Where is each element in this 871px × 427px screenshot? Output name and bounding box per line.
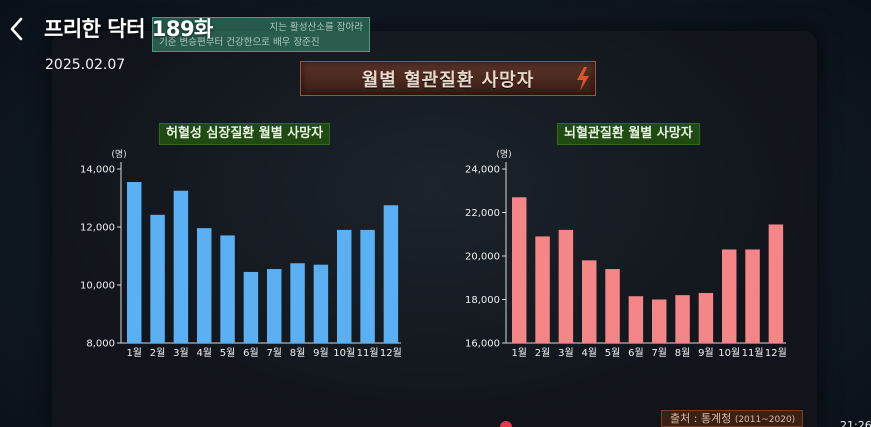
x-tick-label: 10월: [718, 347, 740, 359]
chart-title-cerebrovascular: 뇌혈관질환 월별 사망자: [557, 123, 700, 145]
source-label: 출처 : 통계청 (2011~2020): [661, 410, 803, 427]
y-tick-label: 16,000: [465, 339, 500, 350]
x-tick-label: 3월: [558, 347, 574, 359]
chart-banner: 월별 혈관질환 사망자: [300, 61, 596, 96]
y-tick-label: 10,000: [80, 281, 115, 292]
x-tick-label: 1월: [126, 347, 142, 359]
x-tick-label: 7월: [266, 347, 282, 359]
x-tick-label: 5월: [605, 347, 621, 359]
y-tick-label: 18,000: [465, 295, 500, 306]
bar-9월: [313, 264, 329, 343]
bar-5월: [220, 235, 235, 343]
bar-6월: [243, 271, 259, 343]
x-tick-label: 11월: [742, 347, 764, 359]
playback-scrubber[interactable]: [500, 421, 512, 427]
y-tick-label: 12,000: [80, 223, 115, 234]
y-tick-label: 8,000: [86, 339, 115, 350]
bar-7월: [652, 299, 667, 343]
x-tick-label: 6월: [628, 347, 644, 359]
background-caption: 지는 활성산소를 잡아라 기준 변승편부터 건강한으로 배우 장준진: [152, 17, 370, 52]
bar-3월: [558, 229, 574, 343]
y-tick-label: 22,000: [465, 208, 500, 219]
bar-1월: [512, 197, 527, 343]
bar-3월: [173, 190, 189, 343]
bar-10월: [337, 229, 352, 343]
y-tick-label: 24,000: [465, 165, 500, 176]
bar-11월: [360, 229, 375, 343]
x-tick-label: 9월: [313, 347, 329, 359]
x-tick-label: 12월: [380, 347, 402, 359]
ischemic-heart-chart: (명) 8,000 10,000 12,000 14,000 1월 2월 3월 4월 5월 6월 7월…: [80, 149, 402, 359]
bar-7월: [267, 269, 282, 343]
cerebrovascular-chart: (명) 16,000 18,000 20,000 22,000 24,000 1월 2월 3월 4…: [465, 149, 787, 359]
air-date: 2025.02.07: [45, 57, 126, 73]
back-arrow-icon[interactable]: [6, 14, 28, 44]
bar-8월: [290, 263, 305, 343]
x-tick-label: 1월: [511, 347, 527, 359]
x-tick-label: 2월: [150, 347, 166, 359]
y-tick-label: 20,000: [465, 252, 500, 263]
bar-6월: [628, 296, 644, 343]
bar-2월: [150, 214, 165, 343]
x-tick-label: 2월: [535, 347, 551, 359]
banner-title: 월별 혈관질환 사망자: [361, 69, 535, 91]
bar-5월: [605, 269, 620, 343]
bar-12월: [383, 205, 399, 343]
bar-12월: [768, 224, 784, 343]
lightning-bolt-icon: [577, 67, 589, 91]
x-tick-label: 7월: [651, 347, 667, 359]
chart-title-ischemic: 허혈성 심장질환 월별 사망자: [159, 123, 331, 145]
x-tick-label: 3월: [173, 347, 189, 359]
x-tick-label: 8월: [290, 347, 306, 359]
bar-11월: [745, 249, 760, 343]
x-tick-label: 12월: [765, 347, 787, 359]
bar-8월: [675, 295, 690, 343]
bar-1월: [127, 182, 142, 343]
episode-title: 프리한 닥터 189화: [44, 17, 213, 41]
x-tick-label: 8월: [675, 347, 691, 359]
x-tick-label: 11월: [357, 347, 379, 359]
bar-4월: [582, 260, 597, 343]
bar-2월: [535, 236, 550, 343]
x-tick-label: 10월: [333, 347, 355, 359]
bar-9월: [698, 292, 714, 343]
bar-4월: [197, 228, 212, 343]
bar-10월: [722, 249, 737, 343]
playback-time: 21:26: [840, 419, 871, 427]
x-tick-label: 4월: [581, 347, 597, 359]
y-unit-label: (명): [111, 149, 126, 160]
x-tick-label: 6월: [243, 347, 259, 359]
video-frame[interactable]: [52, 31, 817, 427]
x-tick-label: 5월: [220, 347, 236, 359]
x-tick-label: 4월: [196, 347, 212, 359]
y-tick-label: 14,000: [80, 165, 115, 176]
y-unit-label: (명): [496, 149, 511, 160]
x-tick-label: 9월: [698, 347, 714, 359]
